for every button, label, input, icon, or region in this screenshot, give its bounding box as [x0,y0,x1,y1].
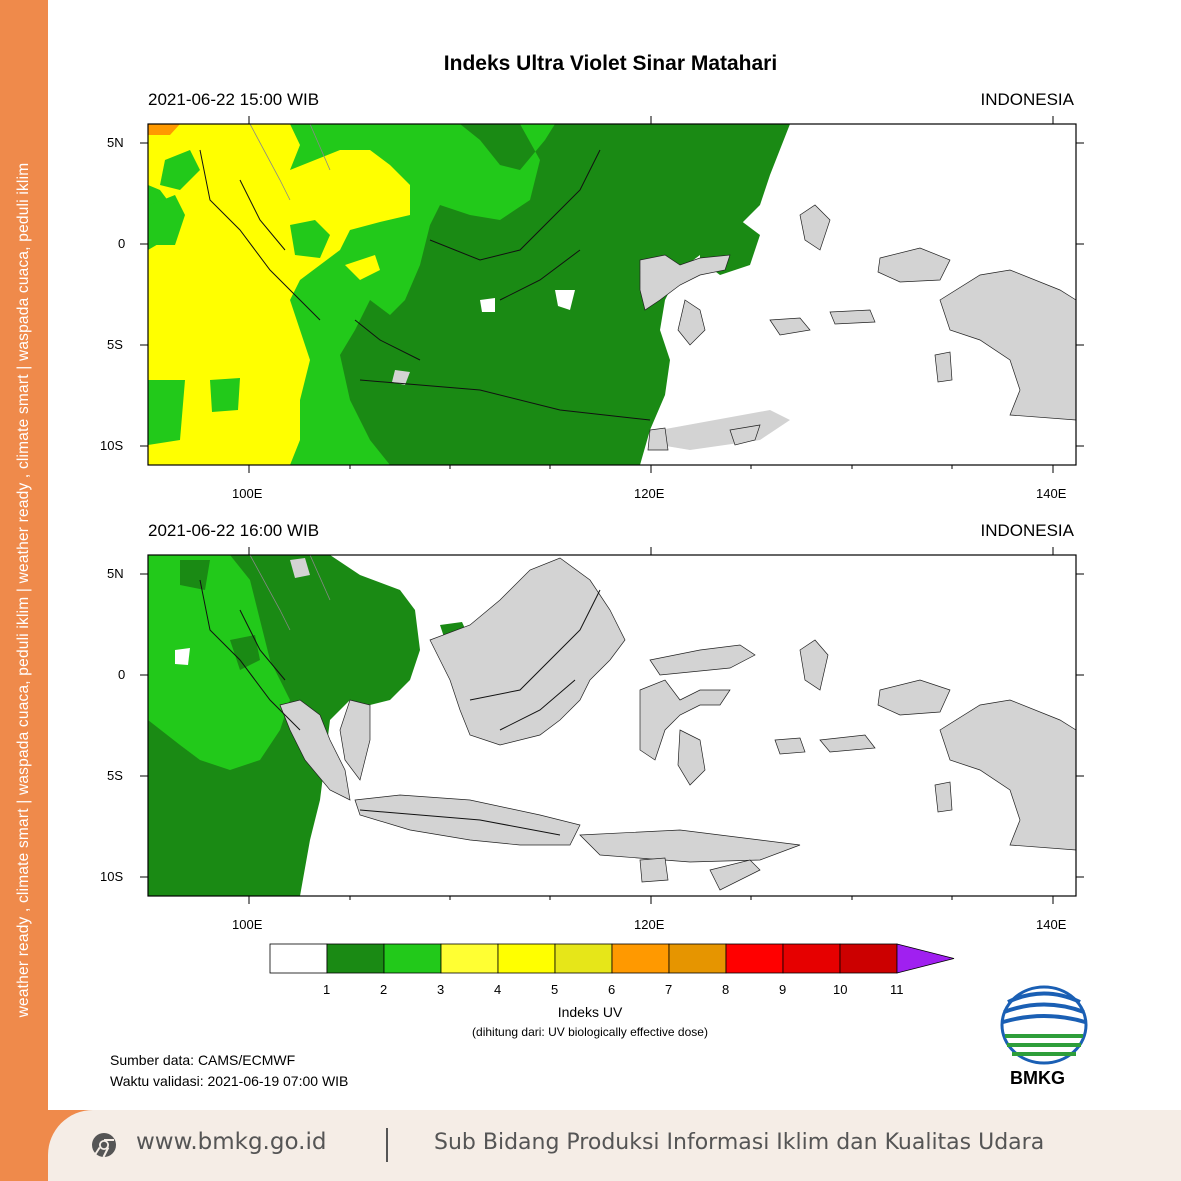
colorbar-tick-label: 3 [437,982,445,997]
colorbar-box [383,943,442,974]
colorbar-box [611,943,670,974]
colorbar-tick-label: 8 [722,982,730,997]
lon-label: 120E [634,486,665,501]
colorbar-tick-label: 10 [833,982,848,997]
lat-label: 5N [107,566,124,581]
lat-label: 5N [107,135,124,150]
colorbar-box [668,943,727,974]
colorbar-box [326,943,385,974]
panel-1-region: INDONESIA [980,90,1074,109]
panel-2-time: 2021-06-22 16:00 WIB [148,521,320,540]
uv-zone-2-3 [148,555,290,770]
colorbar-tick-label: 7 [665,982,673,997]
valid-time: Waktu validasi: 2021-06-19 07:00 WIB [110,1073,349,1089]
colorbar-box [725,943,784,974]
lat-label: 0 [118,667,126,682]
colorbar-tick-label: 9 [779,982,787,997]
lat-label: 10S [100,438,124,453]
colorbar-box [554,943,613,974]
panel-1-map [148,124,1076,465]
colorbar [269,943,955,974]
colorbar-unit-note: (dihitung dari: UV biologically effectiv… [472,1025,708,1039]
logo-text: BMKG [1010,1068,1065,1088]
colorbar-box [497,943,556,974]
colorbar-unit: Indeks UV [557,1004,623,1020]
colorbar-tick-label: 1 [323,982,331,997]
data-source: Sumber data: CAMS/ECMWF [110,1052,296,1068]
colorbar-tick-label: 2 [380,982,388,997]
lon-label: 140E [1036,917,1067,932]
lat-label: 5S [107,768,123,783]
colorbar-box [839,943,898,974]
colorbar-tick-label: 6 [608,982,616,997]
uv-zone-3-4 [148,124,410,465]
chrome-icon [92,1133,116,1158]
colorbar-tick-label: 11 [890,982,904,997]
colorbar-box [782,943,841,974]
panel-1-ticks [140,116,1084,473]
footer-divider [386,1128,388,1162]
lon-label: 100E [232,486,263,501]
java-land [354,794,581,846]
panel-2-ticks [140,547,1084,904]
lon-label: 140E [1036,486,1067,501]
colorbar-arrow [896,943,955,974]
panel-2-region: INDONESIA [980,521,1074,540]
colorbar-box [269,943,328,974]
website-link[interactable]: www.bmkg.go.id [136,1129,327,1155]
panel-1-time: 2021-06-22 15:00 WIB [148,90,320,109]
colorbar-tick-label: 5 [551,982,559,997]
bmkg-logo [1000,985,1088,1065]
panel-2-map [148,555,1076,896]
footer-panel [48,1110,1181,1181]
side-bar [0,0,48,1181]
lon-label: 120E [634,917,665,932]
lat-label: 0 [118,236,126,251]
footer-department: Sub Bidang Produksi Informasi Iklim dan … [434,1130,1045,1155]
lat-label: 5S [107,337,123,352]
colorbar-box [440,943,499,974]
colorbar-tick-label: 4 [494,982,502,997]
lat-label: 10S [100,869,124,884]
papua-land [939,699,1076,851]
lon-label: 100E [232,917,263,932]
map-title: Indeks Ultra Violet Sinar Matahari [443,52,778,75]
